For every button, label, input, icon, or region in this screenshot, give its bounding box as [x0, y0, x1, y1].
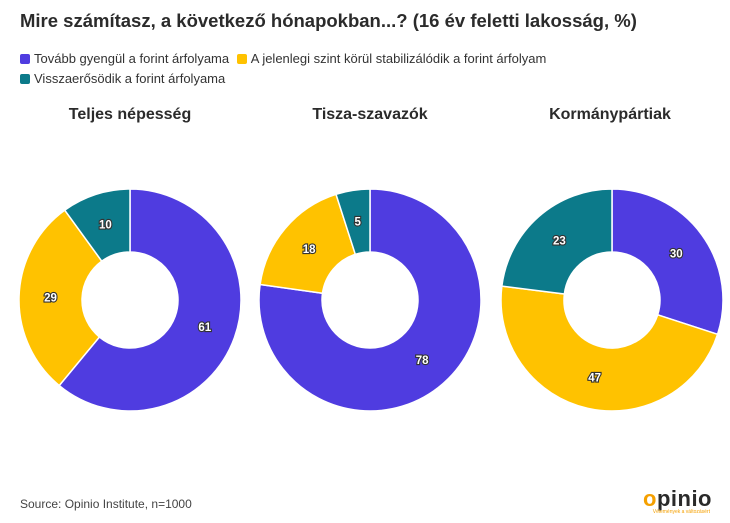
donut-title-tisza: Tisza-szavazók: [312, 106, 428, 123]
legend-label-stable: A jelenlegi szint körül stabilizálódik a…: [250, 51, 547, 66]
label-tisza-stable: 18: [303, 244, 316, 256]
label-tisza-strengthen: 5: [354, 216, 361, 228]
opinio-logo: opinio: [643, 486, 712, 511]
slice-total-strengthen: [63, 188, 131, 263]
slice-government-weaken: [611, 188, 724, 336]
legend-swatch-stable: [236, 54, 247, 64]
logo-tagline: Vélemények a változásért: [652, 509, 710, 515]
label-government-stable: 47: [588, 373, 601, 385]
legend-label-weaken: Tovább gyengül a forint árfolyama: [34, 51, 230, 66]
label-total-stable: 29: [44, 293, 57, 305]
source-note: Source: Opinio Institute, n=1000: [20, 497, 192, 511]
legend-item-weaken: Tovább gyengül a forint árfolyama: [20, 49, 229, 69]
donut-title-total: Teljes népesség: [68, 106, 192, 123]
label-total-weaken: 61: [198, 322, 211, 334]
chart-title: Mire számítasz, a következő hónapokban..…: [20, 10, 637, 31]
slice-tisza-weaken: [258, 188, 482, 412]
legend-item-strengthen: Visszaerősödik a forint árfolyama: [20, 69, 225, 89]
legend-label-strengthen: Visszaerősödik a forint árfolyama: [34, 71, 226, 86]
label-total-strengthen: 10: [99, 219, 112, 231]
legend-swatch-weaken: [20, 54, 30, 64]
label-government-strengthen: 23: [553, 235, 566, 247]
slice-tisza-strengthen: [335, 188, 371, 256]
legend: Tovább gyengül a forint árfolyama A jele…: [20, 49, 720, 89]
slice-government-strengthen: [501, 188, 613, 295]
legend-item-stable: A jelenlegi szint körül stabilizálódik a…: [236, 49, 547, 69]
legend-swatch-strengthen: [20, 74, 30, 84]
slice-total-weaken: [58, 188, 242, 412]
slice-total-stable: [18, 209, 103, 387]
slice-government-stable: [500, 285, 719, 412]
slice-tisza-stable: [259, 193, 357, 295]
donut-title-government: Kormánypártiak: [549, 106, 671, 123]
label-tisza-weaken: 78: [416, 355, 429, 367]
label-government-weaken: 30: [670, 248, 683, 260]
